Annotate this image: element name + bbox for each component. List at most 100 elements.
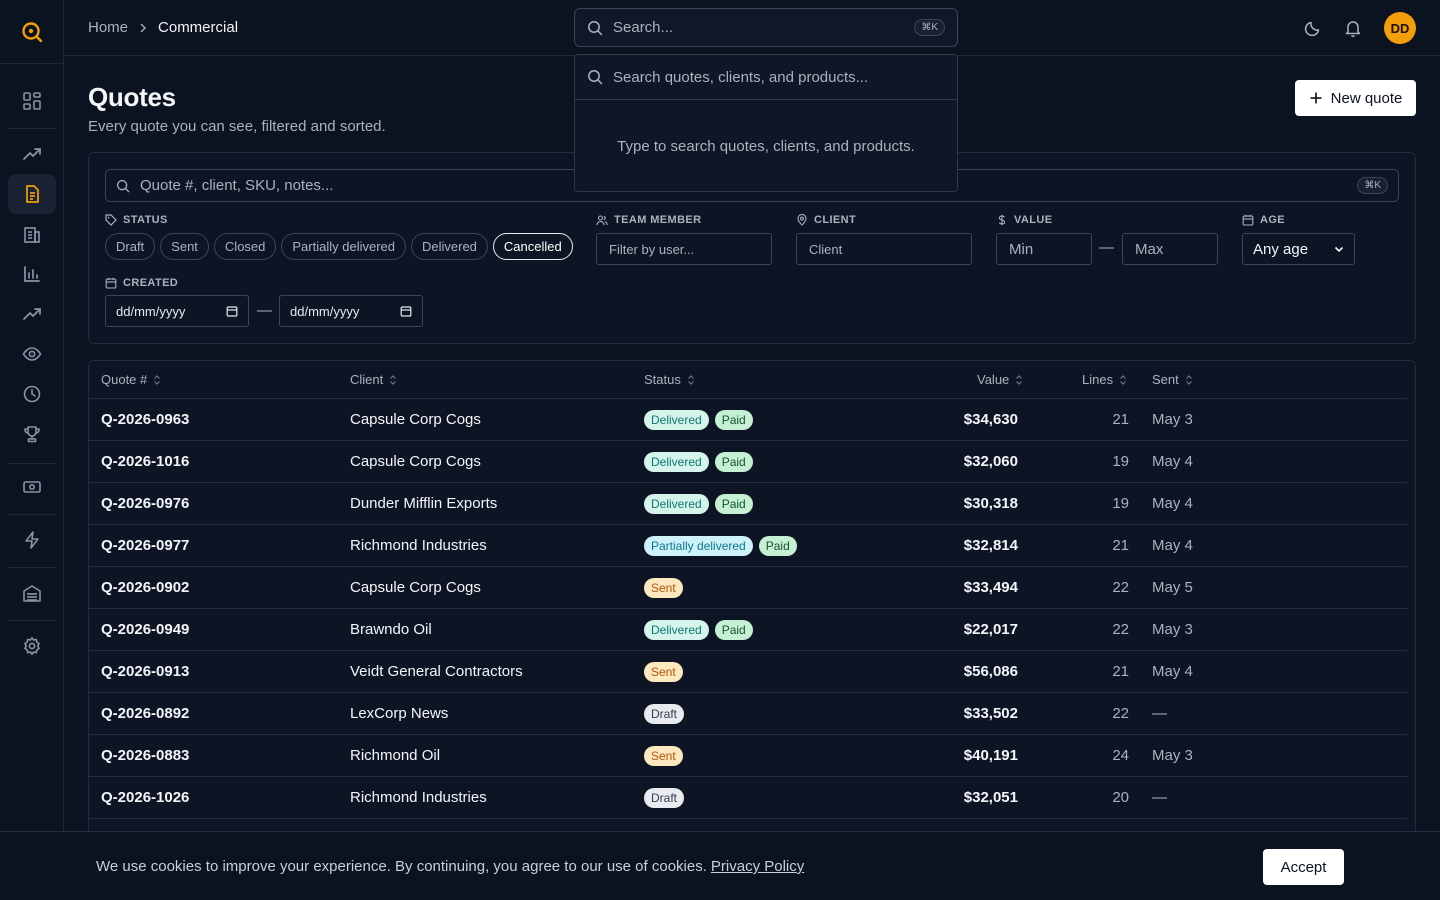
- payment-badge: Paid: [714, 410, 753, 430]
- column-header-lines[interactable]: Lines: [1082, 372, 1127, 387]
- sidebar-item-quotes[interactable]: [8, 174, 56, 214]
- status-filter-label-text: STATUS: [123, 214, 168, 226]
- created-range-separator: —: [257, 302, 272, 319]
- breadcrumb-home[interactable]: Home: [88, 19, 129, 36]
- table-header: Quote # Client Status Value Lines Sent: [89, 361, 1407, 399]
- table-row[interactable]: Q-2026-0977 Richmond Industries Partially …: [89, 525, 1407, 567]
- age-select-value: Any age: [1253, 240, 1309, 258]
- sidebar-item-automations[interactable]: [8, 520, 56, 560]
- value-range-separator: —: [1099, 239, 1114, 256]
- status-chip-sent[interactable]: Sent: [160, 233, 209, 260]
- created-from-value: dd/mm/yyyy: [116, 303, 186, 319]
- created-to-value: dd/mm/yyyy: [290, 303, 360, 319]
- table-row[interactable]: Q-2026-0949 Brawndo Oil Delivered Paid $22,0…: [89, 609, 1407, 651]
- created-to-input[interactable]: dd/mm/yyyy: [279, 295, 423, 327]
- team-member-input[interactable]: Filter by user...: [596, 233, 772, 265]
- status-cell: Delivered Paid: [644, 494, 753, 514]
- sidebar-item-history[interactable]: [8, 374, 56, 414]
- new-quote-label: New quote: [1330, 89, 1403, 107]
- table-row[interactable]: Q-2026-1026 Richmond Industries Draft $32,0…: [89, 777, 1407, 819]
- status-badge: Delivered: [644, 452, 709, 472]
- sidebar-item-leaderboard[interactable]: [8, 414, 56, 454]
- quote-number[interactable]: Q-2026-0902: [101, 579, 190, 596]
- table-row[interactable]: Q-2026-1016 Capsule Corp Cogs Delivered Pai…: [89, 441, 1407, 483]
- sidebar-item-dashboard[interactable]: [8, 81, 56, 121]
- client-name: Capsule Corp Cogs: [350, 579, 481, 596]
- client-name: Veidt General Contractors: [350, 663, 523, 680]
- line-count: 19: [1112, 495, 1129, 512]
- client-name: Dunder Mifflin Exports: [350, 495, 498, 512]
- value-filter-label-text: VALUE: [1014, 214, 1053, 226]
- app-logo[interactable]: [0, 0, 63, 64]
- calendar-icon: [1242, 214, 1254, 226]
- table-row[interactable]: Q-2026-0883 Richmond Oil Sent $40,191 24 May …: [89, 735, 1407, 777]
- quote-number[interactable]: Q-2026-0976: [101, 495, 190, 512]
- value-min-input[interactable]: Min: [996, 233, 1092, 265]
- client-input[interactable]: Client: [796, 233, 972, 265]
- global-search-placeholder: Search...: [613, 19, 674, 36]
- sidebar-item-payments[interactable]: [8, 467, 56, 507]
- age-filter-label: AGE: [1242, 214, 1285, 226]
- sidebar-item-warehouse[interactable]: [8, 573, 56, 613]
- calendar-icon: [400, 306, 412, 317]
- quote-number[interactable]: Q-2026-0883: [101, 747, 190, 764]
- table-row[interactable]: Q-2026-0913 Veidt General Contractors Sent…: [89, 651, 1407, 693]
- payment-badge: Paid: [714, 452, 753, 472]
- sent-date: May 5: [1152, 579, 1193, 596]
- theme-toggle-button[interactable]: [1304, 19, 1322, 37]
- sidebar: [0, 0, 64, 900]
- table-row[interactable]: Q-2026-0892 LexCorp News Draft $33,502 22 —: [89, 693, 1407, 735]
- quote-number[interactable]: Q-2026-0977: [101, 537, 190, 554]
- trend-icon: [23, 308, 41, 320]
- quote-number[interactable]: Q-2026-0913: [101, 663, 190, 680]
- status-chip-cancelled[interactable]: Cancelled: [492, 233, 573, 260]
- status-chip-closed[interactable]: Closed: [213, 233, 277, 260]
- client-name: Richmond Industries: [350, 789, 487, 806]
- sidebar-item-reports[interactable]: [8, 254, 56, 294]
- created-from-input[interactable]: dd/mm/yyyy: [105, 295, 249, 327]
- status-cell: Partially delivered Paid: [644, 536, 797, 556]
- quote-number[interactable]: Q-2026-1026: [101, 789, 190, 806]
- quote-number[interactable]: Q-2026-0949: [101, 621, 190, 638]
- privacy-policy-link[interactable]: Privacy Policy: [710, 858, 805, 875]
- column-header-client[interactable]: Client: [350, 372, 397, 387]
- search-icon: [588, 20, 603, 35]
- breadcrumb: Home Commercial: [88, 19, 238, 36]
- quote-value: $32,060: [963, 453, 1018, 470]
- column-header-value[interactable]: Value: [977, 372, 1023, 387]
- global-search-input[interactable]: Search... ⌘K: [574, 8, 958, 47]
- sidebar-item-settings[interactable]: [8, 626, 56, 666]
- new-quote-button[interactable]: New quote: [1295, 80, 1416, 116]
- sidebar-item-trends[interactable]: [8, 134, 56, 174]
- accept-cookies-button[interactable]: Accept: [1263, 849, 1344, 885]
- sidebar-item-forecast[interactable]: [8, 294, 56, 334]
- cookie-message: We use cookies to improve your experienc…: [96, 858, 804, 875]
- client-name: Richmond Oil: [350, 747, 441, 764]
- user-avatar[interactable]: DD: [1384, 12, 1416, 44]
- age-select[interactable]: Any age: [1242, 233, 1355, 265]
- quote-number[interactable]: Q-2026-0963: [101, 411, 190, 428]
- status-chip-partially-delivered[interactable]: Partially delivered: [281, 233, 406, 260]
- quote-search-shortcut: ⌘K: [1357, 177, 1388, 194]
- status-chip-draft[interactable]: Draft: [105, 233, 156, 260]
- quote-value: $30,318: [963, 495, 1018, 512]
- dashboard-icon: [23, 92, 41, 110]
- popover-search-input[interactable]: Search quotes, clients, and products...: [575, 55, 957, 100]
- sent-date: May 3: [1152, 747, 1193, 764]
- table-row[interactable]: Q-2026-0963 Capsule Corp Cogs Delivered Pai…: [89, 399, 1407, 441]
- column-header-status[interactable]: Status: [644, 372, 695, 387]
- column-header-sent[interactable]: Sent: [1152, 372, 1193, 387]
- quote-number[interactable]: Q-2026-0892: [101, 705, 190, 722]
- gear-icon: [23, 636, 41, 656]
- status-chip-delivered[interactable]: Delivered: [411, 233, 488, 260]
- quote-number[interactable]: Q-2026-1016: [101, 453, 190, 470]
- table-row[interactable]: Q-2026-0902 Capsule Corp Cogs Sent $33,494 2…: [89, 567, 1407, 609]
- breadcrumb-current: Commercial: [158, 19, 239, 36]
- sidebar-item-watch[interactable]: [8, 334, 56, 374]
- notifications-button[interactable]: [1344, 19, 1362, 37]
- calendar-icon: [226, 306, 238, 317]
- sidebar-item-companies[interactable]: [8, 214, 56, 254]
- table-row[interactable]: Q-2026-0976 Dunder Mifflin Exports Deliver…: [89, 483, 1407, 525]
- value-max-input[interactable]: Max: [1122, 233, 1218, 265]
- column-header-quote[interactable]: Quote #: [101, 372, 161, 387]
